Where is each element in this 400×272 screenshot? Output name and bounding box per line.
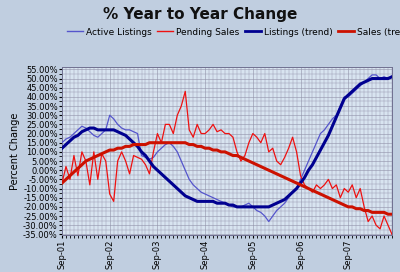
Y-axis label: Percent Change: Percent Change xyxy=(10,112,20,190)
Text: % Year to Year Change: % Year to Year Change xyxy=(103,7,297,22)
Legend: Active Listings, Pending Sales, Listings (trend), Sales (trend): Active Listings, Pending Sales, Listings… xyxy=(63,24,400,40)
